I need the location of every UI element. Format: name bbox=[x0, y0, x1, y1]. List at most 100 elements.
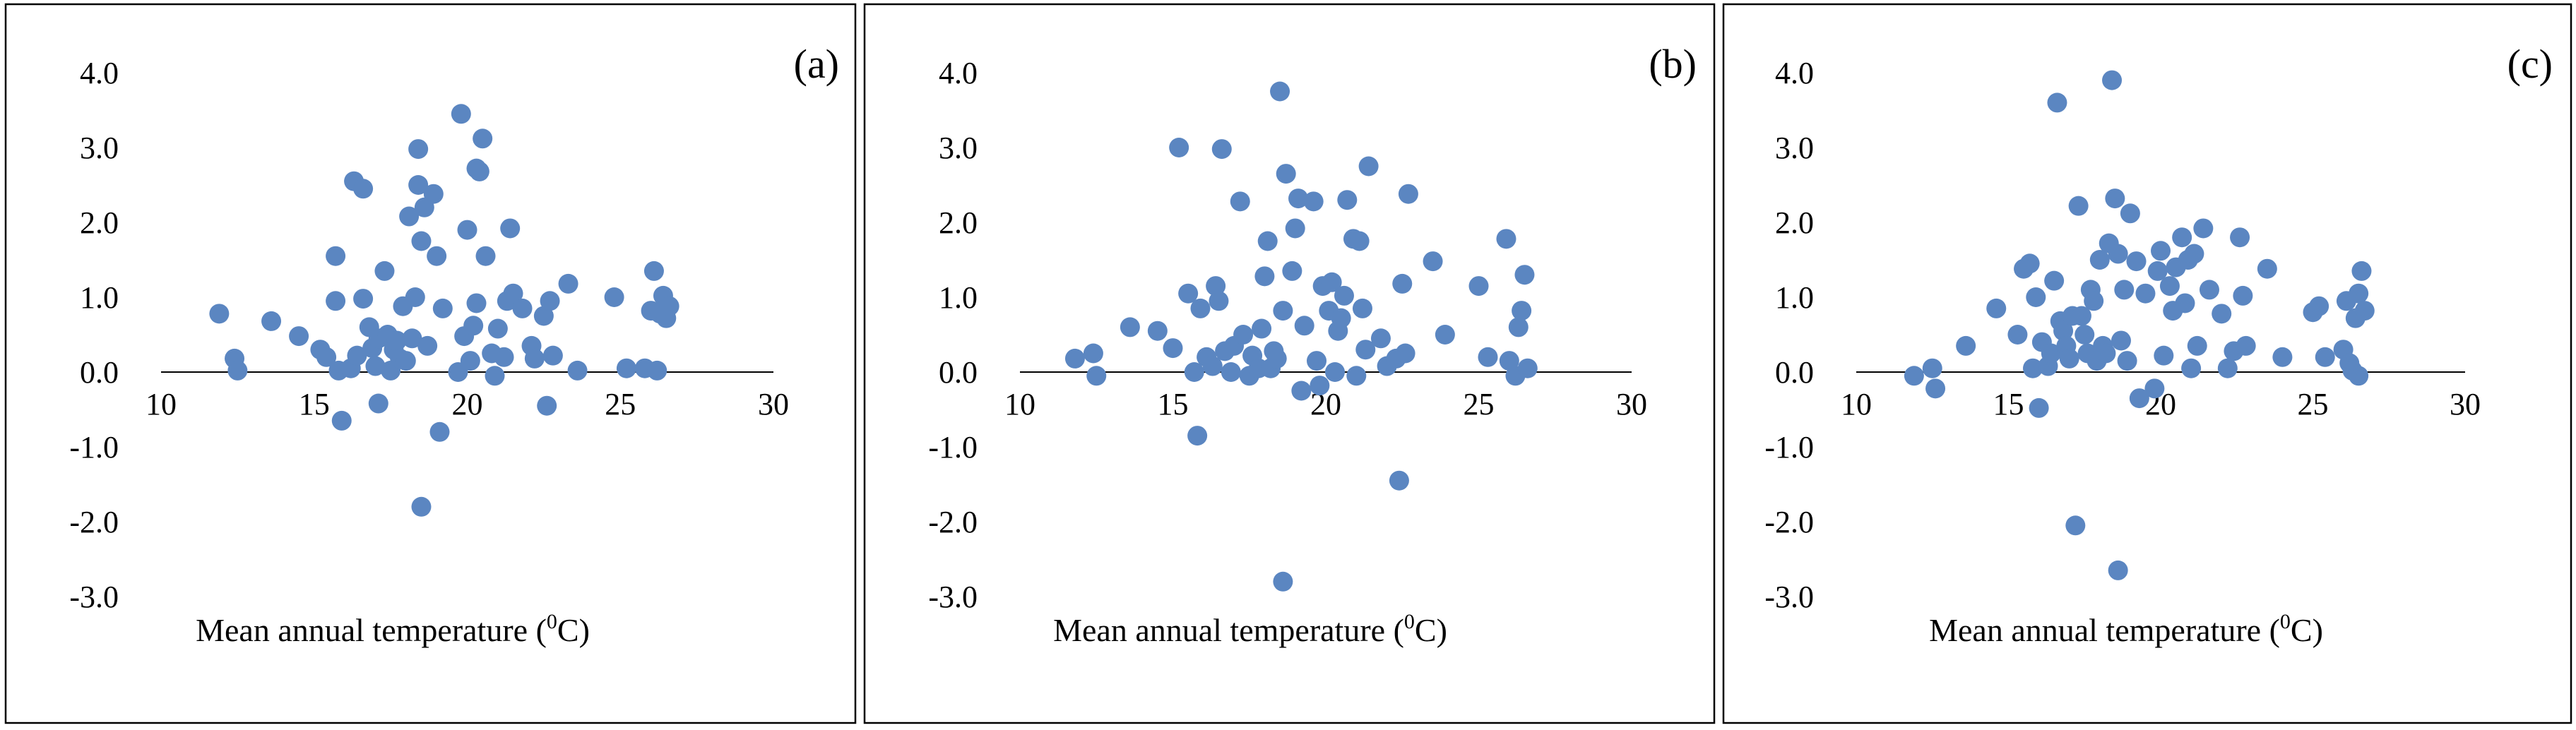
panel-b-y-tick-label: -3.0 bbox=[928, 580, 978, 614]
data-point bbox=[1925, 378, 1946, 399]
data-point bbox=[463, 316, 484, 336]
data-point bbox=[1435, 325, 1455, 345]
data-point bbox=[2135, 283, 2156, 304]
data-point bbox=[2022, 358, 2043, 378]
data-point bbox=[2193, 218, 2214, 239]
data-point bbox=[347, 345, 367, 366]
data-point bbox=[2053, 321, 2074, 341]
data-point bbox=[2096, 343, 2116, 364]
panel-a-label: (a) bbox=[794, 41, 839, 87]
data-point bbox=[1221, 362, 1241, 382]
data-point bbox=[2315, 347, 2335, 367]
panel-a-y-tick-label: 1.0 bbox=[80, 280, 119, 315]
data-point bbox=[1355, 340, 1376, 360]
panel-b-points bbox=[1064, 81, 1538, 592]
data-point bbox=[1499, 351, 1519, 371]
data-point bbox=[2047, 92, 2067, 113]
panel-a-y-tick-label: 2.0 bbox=[80, 205, 119, 240]
data-point bbox=[2175, 293, 2195, 313]
data-point bbox=[2111, 330, 2131, 351]
panel-a-x-tick-label: 25 bbox=[605, 387, 636, 421]
data-point bbox=[1512, 301, 1532, 321]
data-point bbox=[1184, 362, 1204, 382]
data-point bbox=[1209, 291, 1229, 311]
data-point bbox=[1276, 164, 1296, 184]
data-point bbox=[227, 360, 248, 381]
data-point bbox=[1322, 272, 1342, 292]
data-point bbox=[326, 246, 346, 266]
data-point bbox=[2059, 348, 2079, 369]
panel-a-points bbox=[209, 104, 679, 517]
data-point bbox=[1273, 301, 1293, 321]
data-point bbox=[1254, 266, 1275, 287]
data-point bbox=[542, 345, 563, 366]
data-point bbox=[368, 393, 388, 414]
data-point bbox=[1358, 156, 1379, 176]
data-point bbox=[1266, 348, 1287, 369]
panel-c-x-axis-title: Mean annual temperature (0C) bbox=[1929, 610, 2323, 648]
data-point bbox=[2029, 397, 2049, 418]
data-point bbox=[485, 366, 505, 386]
data-point bbox=[353, 289, 374, 309]
panel-b-x-ticks: 10 15 20 25 30 bbox=[1004, 387, 1647, 421]
panel-c-x-tick-label: 30 bbox=[2450, 387, 2481, 421]
data-point bbox=[1331, 308, 1351, 328]
data-point bbox=[408, 139, 429, 160]
data-point bbox=[1307, 351, 1327, 371]
data-point bbox=[2129, 388, 2149, 409]
data-point bbox=[537, 395, 557, 416]
data-point bbox=[1206, 276, 1226, 297]
data-point bbox=[2144, 378, 2165, 399]
data-point bbox=[1478, 347, 1498, 367]
data-point bbox=[487, 318, 508, 339]
data-point bbox=[503, 283, 523, 304]
data-point bbox=[469, 161, 489, 181]
panel-c-x-tick-label: 25 bbox=[2298, 387, 2329, 421]
data-point bbox=[473, 128, 493, 149]
data-point bbox=[2351, 261, 2372, 281]
panel-c-points bbox=[1904, 70, 2375, 580]
data-point bbox=[326, 291, 346, 311]
data-point bbox=[1190, 298, 1211, 318]
data-point bbox=[1956, 335, 1976, 356]
data-point bbox=[1064, 348, 1085, 369]
data-point bbox=[475, 246, 496, 266]
data-point bbox=[2108, 560, 2128, 580]
data-point bbox=[2044, 270, 2065, 291]
panel-a-y-tick-label: 4.0 bbox=[80, 56, 119, 90]
data-point bbox=[1324, 362, 1345, 382]
data-point bbox=[408, 175, 429, 195]
data-point bbox=[374, 261, 395, 281]
data-point bbox=[402, 328, 422, 349]
data-point bbox=[432, 298, 453, 318]
data-point bbox=[1310, 376, 1330, 396]
panel-a-x-axis-title: Mean annual temperature (0C) bbox=[196, 610, 590, 648]
data-point bbox=[411, 496, 432, 517]
panel-b: (b) 4.03.02.01.00.0-1.0-2.0-3.0 10 15 20 25… bbox=[863, 3, 1716, 724]
data-point bbox=[1508, 317, 1529, 337]
data-point bbox=[405, 287, 425, 307]
panel-c-y-tick-label: 2.0 bbox=[1775, 205, 1814, 240]
panel-b-x-tick-label: 10 bbox=[1004, 387, 1035, 421]
data-point bbox=[2120, 203, 2140, 224]
data-point bbox=[209, 304, 230, 324]
panel-b-x-tick-label: 30 bbox=[1616, 387, 1647, 421]
data-point bbox=[2230, 227, 2250, 248]
data-point bbox=[289, 326, 309, 347]
panel-c-y-tick-label: 0.0 bbox=[1775, 355, 1814, 390]
data-point bbox=[1120, 317, 1140, 337]
panel-b-y-tick-label: 3.0 bbox=[939, 131, 978, 165]
data-point bbox=[2159, 276, 2180, 297]
panel-c-y-tick-label: 4.0 bbox=[1775, 56, 1814, 90]
data-point bbox=[1346, 366, 1367, 386]
panel-b-y-ticks: 4.0 3.0 2.0 1.0 0.0 -1.0 -2.0 -3.0 bbox=[928, 56, 978, 614]
data-point bbox=[1337, 190, 1358, 210]
data-point bbox=[417, 335, 438, 356]
data-point bbox=[1517, 358, 1538, 378]
panel-c-y-tick-label: 1.0 bbox=[1775, 280, 1814, 315]
data-point bbox=[2019, 253, 2040, 274]
data-point bbox=[567, 360, 588, 381]
panel-c-frame bbox=[1722, 3, 2572, 724]
data-point bbox=[1398, 184, 1418, 204]
data-point bbox=[616, 358, 636, 378]
